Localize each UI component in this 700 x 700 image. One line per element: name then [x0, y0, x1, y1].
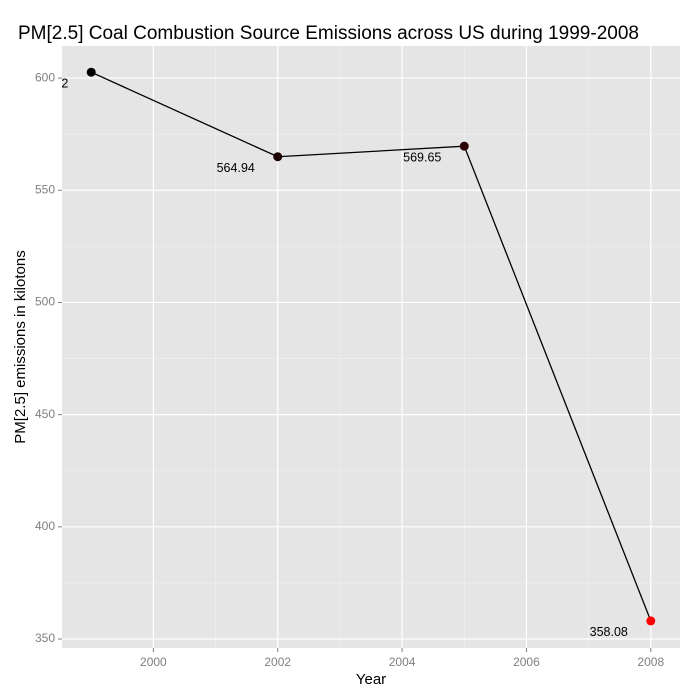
data-label: 602.62 — [30, 77, 68, 91]
x-tick-label: 2004 — [389, 655, 416, 669]
y-tick-label: 450 — [35, 407, 55, 421]
panel — [62, 46, 680, 648]
y-tick-label: 600 — [35, 70, 55, 84]
data-label: 358.08 — [590, 625, 628, 639]
x-tick-label: 2002 — [264, 655, 291, 669]
data-point — [459, 141, 469, 151]
data-point — [273, 152, 283, 162]
y-tick-label: 350 — [35, 631, 55, 645]
x-tick-label: 2006 — [513, 655, 540, 669]
data-label: 564.94 — [217, 161, 255, 175]
chart-title: PM[2.5] Coal Combustion Source Emissions… — [18, 23, 639, 44]
x-axis-label: Year — [356, 671, 386, 688]
data-point — [86, 67, 96, 77]
y-tick-label: 500 — [35, 295, 55, 309]
data-point — [646, 616, 656, 626]
grid — [62, 46, 680, 648]
y-axis-label: PM[2.5] emissions in kilotons — [12, 250, 29, 443]
data-label: 569.65 — [403, 150, 441, 164]
x-tick-label: 2000 — [140, 655, 167, 669]
y-tick-label: 550 — [35, 182, 55, 196]
x-tick-label: 2008 — [637, 655, 664, 669]
series-line — [90, 71, 652, 622]
plot-area: 602.62 564.94 569.65 358.08 — [30, 67, 656, 639]
y-tick-label: 400 — [35, 519, 55, 533]
